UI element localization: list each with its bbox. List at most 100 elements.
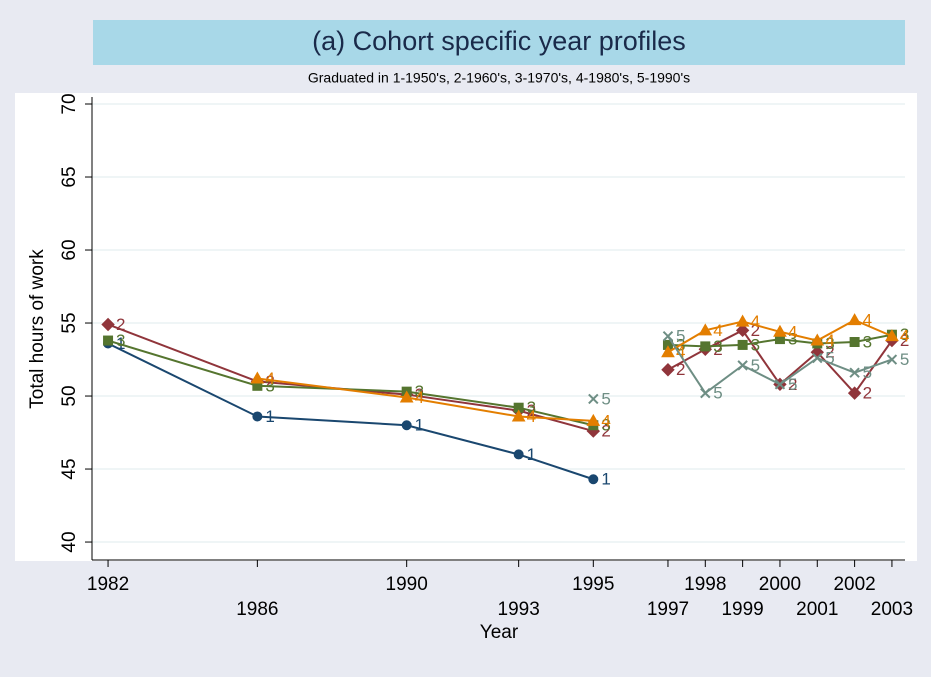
marker-label: 2 — [116, 315, 125, 334]
marker-label: 2 — [788, 375, 797, 394]
marker-label: 3 — [825, 334, 834, 353]
marker-label: 4 — [265, 369, 274, 388]
marker — [810, 333, 825, 346]
marker-label: 3 — [900, 325, 909, 344]
marker-label: 2 — [415, 385, 424, 404]
marker — [698, 323, 713, 336]
marker-label: 5 — [900, 350, 909, 369]
marker-label: 4 — [825, 331, 834, 350]
marker-label: 4 — [676, 343, 685, 362]
marker-label: 4 — [713, 321, 722, 340]
y-axis-label: Total hours of work — [27, 249, 48, 409]
marker-label: 3 — [116, 331, 125, 350]
chart-subtitle: Graduated in 1-1950's, 2-1960's, 3-1970'… — [308, 70, 690, 86]
marker-label: 1 — [527, 445, 536, 464]
marker — [700, 387, 711, 399]
marker-label: 5 — [713, 384, 722, 403]
y-tick-label: 40 — [59, 531, 80, 552]
plot-area — [15, 93, 917, 561]
marker-label: 4 — [601, 411, 610, 430]
marker-label: 4 — [788, 322, 797, 341]
marker-label: 2 — [900, 331, 909, 350]
x-tick-label: 1998 — [684, 574, 726, 595]
marker-label: 3 — [863, 332, 872, 351]
marker-label: 2 — [601, 422, 610, 441]
x-tick-label: 2000 — [759, 574, 801, 595]
marker — [737, 339, 748, 350]
marker — [885, 329, 899, 342]
marker — [849, 367, 860, 378]
marker-label: 3 — [415, 382, 424, 401]
marker — [661, 363, 675, 377]
marker-label: 3 — [265, 376, 274, 395]
marker-label: 5 — [601, 389, 610, 408]
y-tick-label: 50 — [59, 385, 80, 406]
marker — [101, 317, 115, 332]
marker-label: 3 — [713, 337, 722, 356]
x-tick-label: 2001 — [796, 599, 838, 620]
marker — [735, 314, 750, 327]
marker — [735, 323, 750, 338]
marker — [511, 409, 526, 422]
marker-label: 5 — [863, 363, 872, 382]
marker — [886, 354, 898, 365]
x-tick-label: 1997 — [647, 599, 689, 620]
marker — [737, 360, 748, 371]
marker-label: 4 — [900, 327, 909, 346]
marker — [399, 390, 414, 403]
marker-label: 2 — [751, 321, 760, 340]
x-axis-label: Year — [480, 622, 519, 643]
title-box — [93, 20, 905, 65]
marker — [700, 341, 711, 352]
y-tick-label: 70 — [59, 93, 80, 114]
x-tick-label: 1995 — [572, 574, 614, 595]
y-tick-label: 60 — [59, 239, 80, 260]
marker-label: 5 — [751, 356, 760, 375]
marker — [513, 449, 524, 460]
marker-label: 5 — [788, 375, 797, 394]
marker-label: 3 — [751, 335, 760, 354]
x-tick-label: 1993 — [498, 599, 540, 620]
marker-label: 2 — [676, 360, 685, 379]
marker-label: 5 — [825, 349, 834, 368]
marker — [250, 371, 265, 384]
marker — [662, 330, 674, 342]
y-tick-label: 45 — [59, 458, 80, 479]
marker-label: 2 — [713, 340, 722, 359]
x-tick-label: 1999 — [721, 599, 763, 620]
marker-label: 4 — [751, 312, 760, 331]
marker — [774, 379, 786, 390]
marker — [586, 413, 601, 426]
marker-label: 1 — [601, 470, 610, 489]
marker — [847, 313, 862, 326]
marker-label: 4 — [527, 407, 536, 426]
marker — [773, 324, 787, 337]
y-tick-label: 65 — [59, 166, 80, 187]
marker-label: 3 — [527, 398, 536, 417]
marker-label: 2 — [825, 343, 834, 362]
x-tick-label: 1990 — [386, 574, 428, 595]
marker-label: 2 — [265, 372, 274, 391]
marker — [849, 337, 860, 348]
y-tick-label: 55 — [59, 312, 80, 333]
marker — [812, 352, 823, 364]
marker — [252, 411, 263, 422]
x-tick-label: 2003 — [871, 599, 913, 620]
x-tick-label: 1986 — [236, 599, 278, 620]
marker — [401, 420, 412, 431]
marker-label: 1 — [265, 407, 274, 426]
marker-label: 1 — [415, 416, 424, 435]
marker-label: 2 — [863, 384, 872, 403]
marker — [588, 474, 599, 485]
x-tick-label: 2002 — [833, 574, 875, 595]
marker-label: 4 — [863, 311, 872, 330]
marker-label: 4 — [415, 388, 424, 407]
marker-label: 5 — [676, 327, 685, 346]
x-tick-label: 1982 — [87, 574, 129, 595]
chart-title: (a) Cohort specific year profiles — [312, 26, 686, 56]
marker-label: 3 — [601, 416, 610, 435]
marker — [847, 386, 862, 400]
marker-label: 3 — [788, 330, 797, 349]
